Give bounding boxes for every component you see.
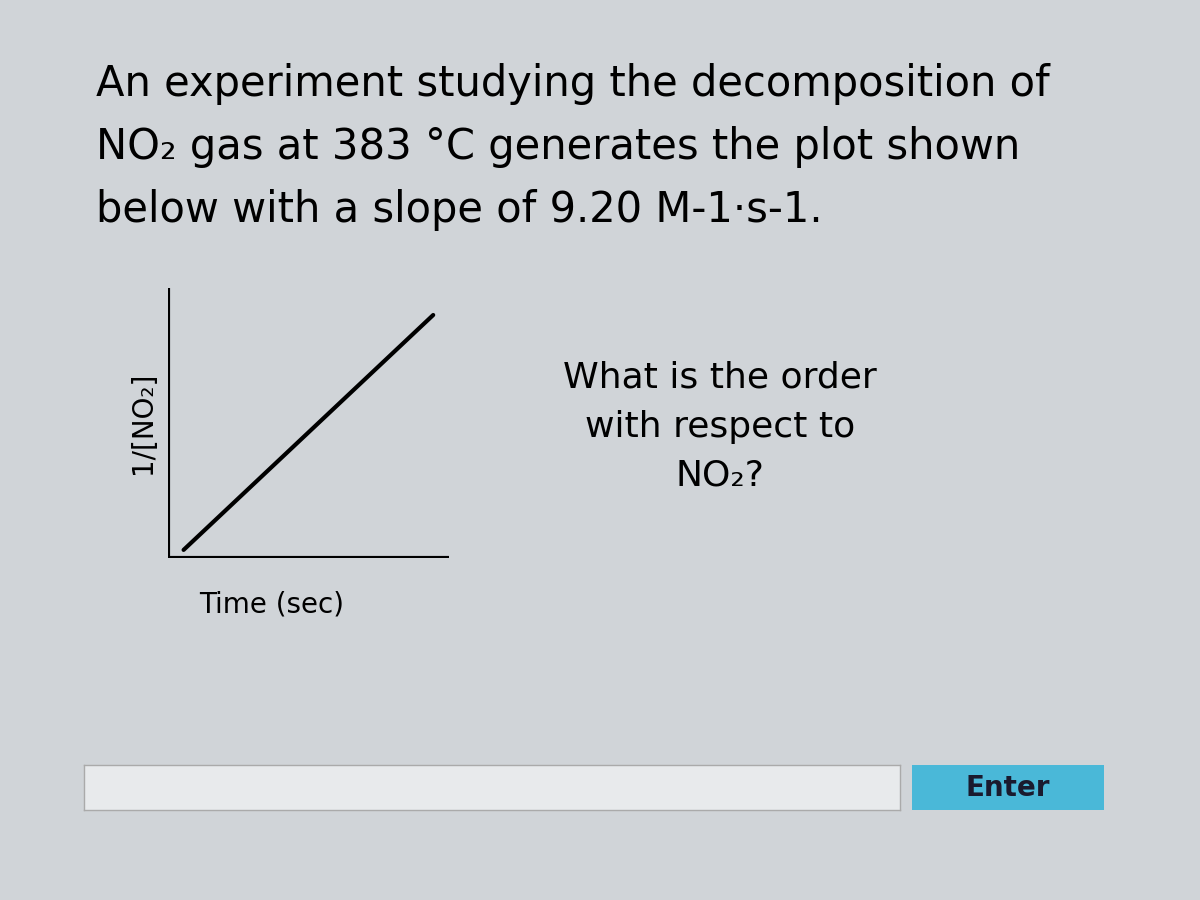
Text: NO₂?: NO₂?: [676, 459, 764, 493]
Text: NO₂ gas at 383 °C generates the plot shown: NO₂ gas at 383 °C generates the plot sho…: [96, 126, 1020, 168]
Text: 1/[NO₂]: 1/[NO₂]: [130, 372, 157, 474]
Text: What is the order: What is the order: [563, 360, 877, 394]
Text: Time (sec): Time (sec): [199, 590, 344, 618]
Text: below with a slope of 9.20 M-1·s-1.: below with a slope of 9.20 M-1·s-1.: [96, 189, 823, 231]
Text: An experiment studying the decomposition of: An experiment studying the decomposition…: [96, 63, 1050, 105]
Text: Enter: Enter: [966, 773, 1050, 802]
Text: with respect to: with respect to: [584, 410, 856, 444]
